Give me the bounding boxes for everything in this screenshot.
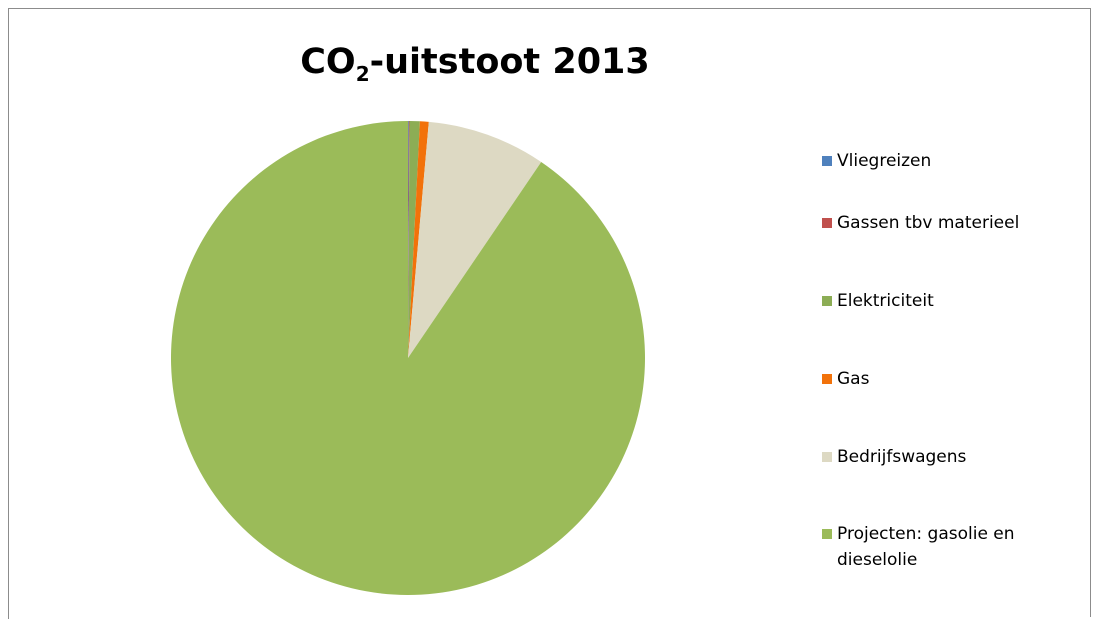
legend-item: Gassen tbv materieel	[822, 210, 1077, 236]
pie-slice-bedrijfswagens	[408, 121, 542, 358]
legend-label: Gassen tbv materieel	[837, 213, 1020, 233]
pie-slice-gas	[408, 121, 429, 358]
chart-title-main: CO	[300, 42, 356, 82]
pie-slice-gassen-tbv-materieel	[408, 120, 410, 358]
chart-title: CO2-uitstoot 2013	[0, 42, 950, 86]
chart-title-rest: -uitstoot 2013	[369, 42, 650, 82]
legend-label: Gas	[837, 369, 870, 389]
pie-slice-elektriciteit	[408, 121, 420, 358]
legend-swatch	[822, 296, 832, 306]
legend-item: Projecten: gasolie en dieselolie	[822, 521, 1072, 573]
legend-label: Projecten: gasolie en dieselolie	[837, 524, 1015, 570]
pie-slice-vliegreizen	[408, 120, 409, 359]
frame-edge	[8, 590, 9, 619]
legend-item: Gas	[822, 366, 1077, 392]
pie-slice-projecten-gasolie-en-dieselolie	[170, 121, 645, 595]
legend-item: Elektriciteit	[822, 288, 1077, 314]
legend-label: Elektriciteit	[837, 291, 934, 311]
legend-item: Bedrijfswagens	[822, 444, 1077, 470]
legend-swatch	[822, 452, 832, 462]
legend-swatch	[822, 374, 832, 384]
legend-swatch	[822, 156, 832, 166]
legend-label: Bedrijfswagens	[837, 447, 967, 467]
chart-title-subscript: 2	[355, 62, 370, 86]
legend-label: Vliegreizen	[837, 151, 932, 171]
legend-item: Vliegreizen	[822, 148, 1077, 174]
legend-swatch	[822, 218, 832, 228]
legend-swatch	[822, 529, 832, 539]
